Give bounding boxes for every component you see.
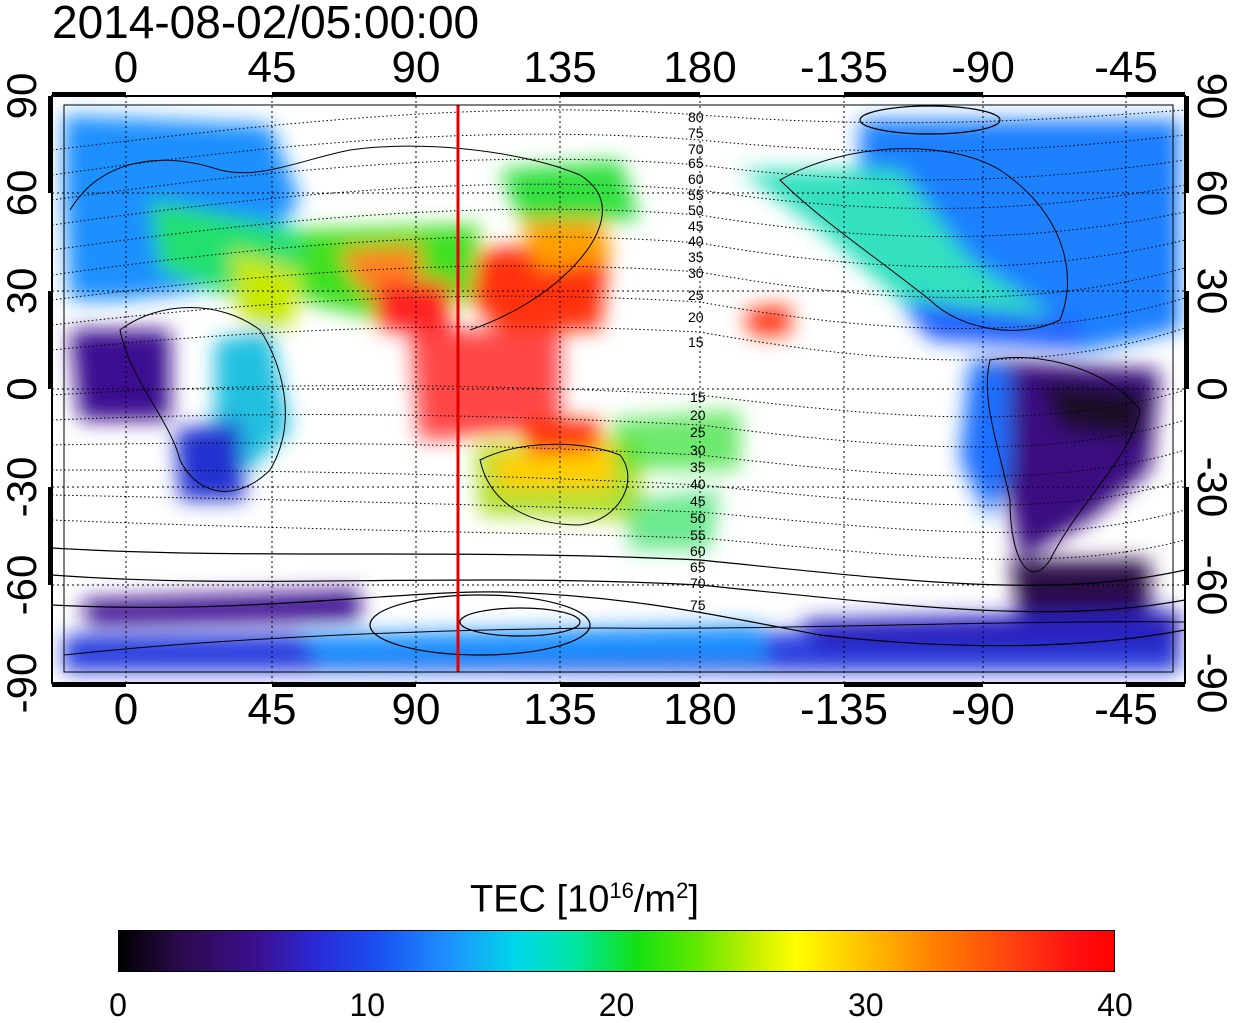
x-tick-top: -90 bbox=[951, 43, 1015, 92]
contour-label: 60 bbox=[688, 171, 704, 187]
colorbar-tick: 0 bbox=[109, 987, 127, 1023]
x-tick-top: -45 bbox=[1094, 43, 1158, 92]
contour-label: 35 bbox=[688, 249, 704, 265]
x-tick-top: 0 bbox=[113, 43, 139, 92]
y-tick-left: -60 bbox=[0, 554, 45, 616]
left-axis-bar bbox=[48, 96, 53, 585]
colorbar-tick: 20 bbox=[598, 987, 635, 1023]
x-tick-bottom: 90 bbox=[391, 685, 441, 734]
y-tick-right: 30 bbox=[1189, 267, 1235, 315]
y-tick-left: 30 bbox=[0, 267, 45, 315]
y-tick-right: 60 bbox=[1189, 169, 1235, 217]
contour-label: 65 bbox=[690, 559, 706, 575]
contour-label: 70 bbox=[688, 141, 704, 157]
contour-label: 30 bbox=[688, 265, 704, 281]
contour-label: 25 bbox=[688, 287, 704, 303]
right-axis-bar bbox=[1184, 96, 1189, 585]
y-tick-left: -30 bbox=[0, 456, 45, 518]
contour-label: 60 bbox=[690, 543, 706, 559]
contour-label: 25 bbox=[690, 424, 706, 440]
x-tick-top: 90 bbox=[391, 43, 441, 92]
x-tick-top: 45 bbox=[247, 43, 297, 92]
colorbar-title: TEC [1016/m2] bbox=[470, 878, 699, 921]
colorbar-tick: 30 bbox=[847, 987, 884, 1023]
y-tick-right: -30 bbox=[1189, 456, 1235, 518]
contour-label: 40 bbox=[690, 476, 706, 492]
contour-label: 45 bbox=[688, 218, 704, 234]
tec-data-layer bbox=[64, 115, 1180, 672]
y-tick-right: -60 bbox=[1189, 554, 1235, 616]
x-tick-top: 135 bbox=[523, 43, 597, 92]
x-tick-top: -135 bbox=[799, 43, 889, 92]
plot-title: 2014-08-02/05:00:00 bbox=[52, 0, 480, 48]
contour-lines bbox=[52, 109, 1185, 560]
contour-label: 50 bbox=[688, 202, 704, 218]
contour-label: 20 bbox=[690, 407, 706, 423]
contour-label: 40 bbox=[688, 233, 704, 249]
y-tick-right: 0 bbox=[1189, 377, 1235, 401]
x-tick-bottom: 45 bbox=[247, 685, 297, 734]
grid-lines bbox=[52, 96, 1185, 683]
contour-label: 35 bbox=[690, 459, 706, 475]
tec-map: 8075706560555045403530252015152025303540… bbox=[48, 92, 1189, 687]
contour-label: 30 bbox=[690, 442, 706, 458]
contour-label: 15 bbox=[688, 334, 704, 350]
y-tick-left: 60 bbox=[0, 169, 45, 217]
colorbar-tick: 40 bbox=[1097, 987, 1133, 1023]
x-tick-bottom: -45 bbox=[1094, 685, 1158, 734]
y-tick-left: 0 bbox=[0, 377, 45, 401]
contour-label: 75 bbox=[690, 597, 706, 613]
x-tick-bottom: 0 bbox=[113, 685, 139, 734]
contour-label: 55 bbox=[690, 527, 706, 543]
x-tick-bottom: -135 bbox=[799, 685, 889, 734]
x-tick-bottom: 135 bbox=[523, 685, 597, 734]
y-tick-right: 90 bbox=[1189, 72, 1235, 120]
contour-label: 20 bbox=[688, 309, 704, 325]
bottom-axis-bar bbox=[52, 682, 1185, 687]
contour-label: 65 bbox=[688, 155, 704, 171]
colorbar bbox=[118, 930, 1115, 972]
y-tick-left: -90 bbox=[0, 652, 45, 714]
y-tick-left: 90 bbox=[0, 72, 45, 120]
contour-label: 45 bbox=[690, 493, 706, 509]
contour-lines-solid bbox=[52, 105, 1185, 656]
contour-label: 15 bbox=[690, 389, 706, 405]
y-tick-right: -90 bbox=[1189, 652, 1235, 714]
x-tick-top: 180 bbox=[663, 43, 737, 92]
contour-label: 70 bbox=[690, 575, 706, 591]
contour-labels: 8075706560555045403530252015152025303540… bbox=[688, 109, 706, 613]
contour-label: 75 bbox=[688, 125, 704, 141]
x-tick-bottom: 180 bbox=[663, 685, 737, 734]
contour-label: 55 bbox=[688, 187, 704, 203]
contour-label: 80 bbox=[688, 109, 704, 125]
coastlines bbox=[63, 145, 1185, 656]
colorbar-tick: 10 bbox=[349, 987, 386, 1023]
top-axis-bar bbox=[52, 92, 1185, 97]
contour-label: 50 bbox=[690, 510, 706, 526]
x-tick-bottom: -90 bbox=[951, 685, 1015, 734]
